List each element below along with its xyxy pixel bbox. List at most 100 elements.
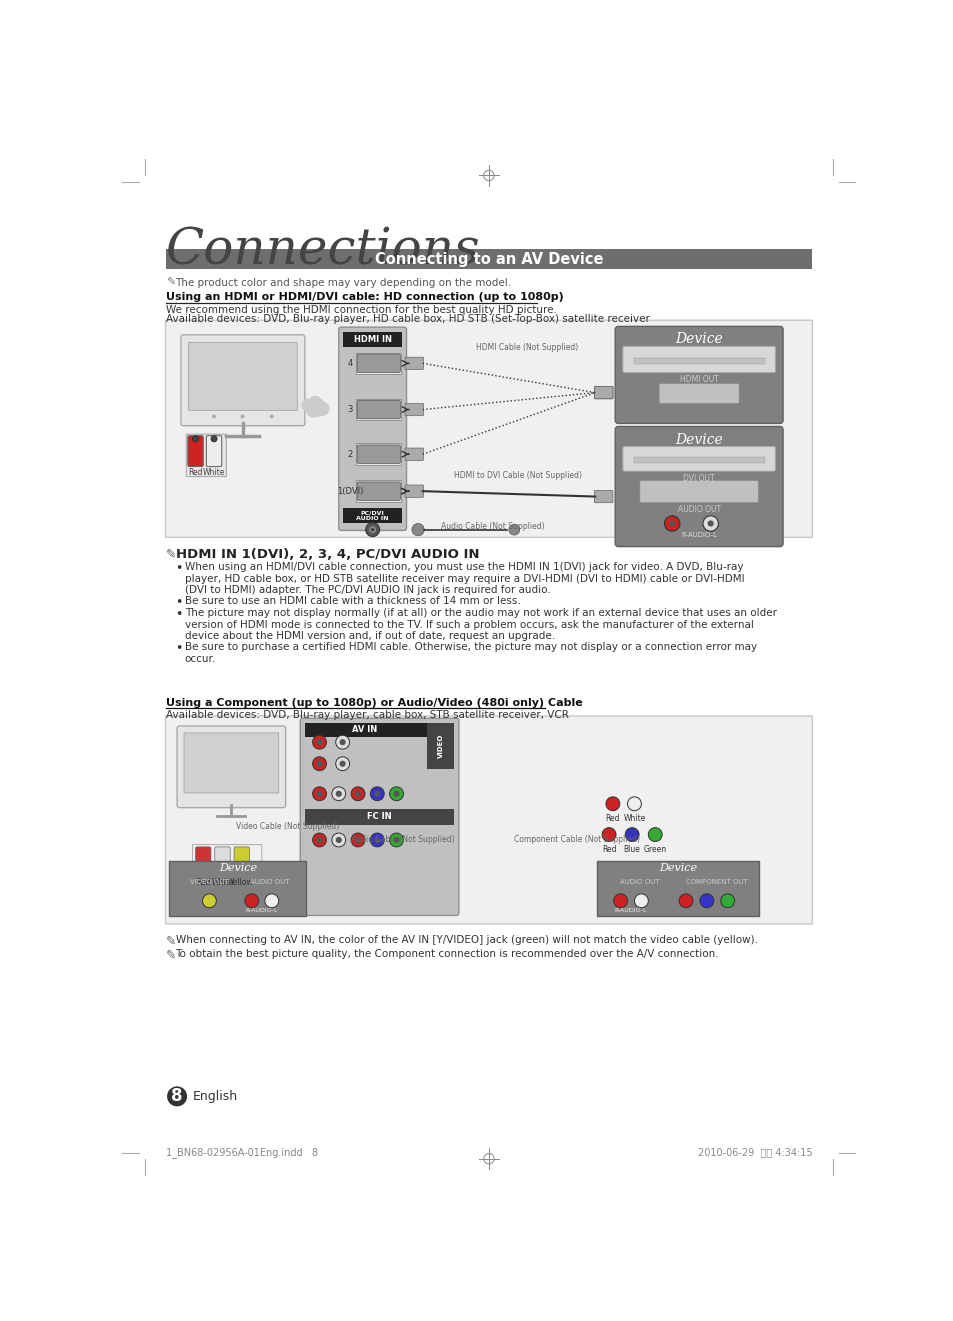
FancyBboxPatch shape <box>189 342 297 411</box>
Circle shape <box>664 515 679 531</box>
Circle shape <box>351 787 365 801</box>
Text: Red: Red <box>188 468 203 477</box>
Text: Blue: Blue <box>623 844 639 853</box>
Circle shape <box>313 787 326 801</box>
Text: HDMI OUT: HDMI OUT <box>679 375 718 384</box>
Text: 3: 3 <box>347 406 353 413</box>
Text: 2010-06-29  오후 4:34:15: 2010-06-29 오후 4:34:15 <box>697 1148 811 1157</box>
Text: Device: Device <box>659 864 697 873</box>
Text: Audio Cable (Not Supplied): Audio Cable (Not Supplied) <box>351 835 455 844</box>
Text: COMPONENT OUT: COMPONENT OUT <box>685 880 747 885</box>
Text: HDMI Cable (Not Supplied): HDMI Cable (Not Supplied) <box>476 343 578 353</box>
FancyBboxPatch shape <box>405 448 423 460</box>
Circle shape <box>265 894 278 908</box>
Circle shape <box>371 528 374 531</box>
Bar <box>597 861 759 917</box>
Circle shape <box>270 415 274 419</box>
FancyBboxPatch shape <box>181 334 305 425</box>
Circle shape <box>335 838 341 843</box>
Circle shape <box>624 828 639 841</box>
FancyBboxPatch shape <box>405 485 423 497</box>
Text: We recommend using the HDMI connection for the best quality HD picture.: We recommend using the HDMI connection f… <box>166 305 556 314</box>
Circle shape <box>389 834 403 847</box>
Text: Device: Device <box>675 333 722 346</box>
Text: When using an HDMI/DVI cable connection, you must use the HDMI IN 1(DVI) jack fo: When using an HDMI/DVI cable connection,… <box>185 561 743 596</box>
Text: AUDIO OUT: AUDIO OUT <box>250 880 289 885</box>
Text: To obtain the best picture quality, the Component connection is recommended over: To obtain the best picture quality, the … <box>175 948 719 959</box>
FancyBboxPatch shape <box>356 354 400 373</box>
Circle shape <box>316 838 322 843</box>
Text: ✎: ✎ <box>166 948 176 962</box>
Circle shape <box>365 523 379 536</box>
Circle shape <box>355 838 361 843</box>
FancyBboxPatch shape <box>214 847 230 876</box>
Bar <box>305 723 454 737</box>
Text: Red: Red <box>601 844 616 853</box>
Text: Device: Device <box>675 432 722 446</box>
Circle shape <box>316 791 322 797</box>
Circle shape <box>339 761 345 766</box>
Bar <box>356 353 400 374</box>
Circle shape <box>370 834 384 847</box>
Circle shape <box>707 520 713 527</box>
Text: DVI OUT: DVI OUT <box>682 473 714 482</box>
Circle shape <box>313 834 326 847</box>
Circle shape <box>613 894 627 908</box>
Bar <box>356 399 400 420</box>
Circle shape <box>668 520 675 527</box>
Circle shape <box>193 436 198 443</box>
Text: White: White <box>212 877 233 886</box>
Text: AV IN: AV IN <box>352 725 376 734</box>
FancyBboxPatch shape <box>188 436 203 466</box>
Bar <box>356 444 400 465</box>
Text: HDMI IN: HDMI IN <box>354 336 392 343</box>
Text: R-AUDIO-L: R-AUDIO-L <box>245 909 277 913</box>
Text: ✎: ✎ <box>166 548 176 561</box>
FancyBboxPatch shape <box>594 387 612 399</box>
FancyBboxPatch shape <box>356 482 400 501</box>
Text: Red: Red <box>605 814 619 823</box>
Bar <box>343 509 401 523</box>
FancyBboxPatch shape <box>177 727 285 807</box>
Text: Using a Component (up to 1080p) or Audio/Video (480i only) Cable: Using a Component (up to 1080p) or Audio… <box>166 697 581 708</box>
Circle shape <box>332 834 345 847</box>
Text: HDMI IN 1(DVI), 2, 3, 4, PC/DVI AUDIO IN: HDMI IN 1(DVI), 2, 3, 4, PC/DVI AUDIO IN <box>175 548 478 561</box>
FancyBboxPatch shape <box>594 387 612 399</box>
Circle shape <box>313 736 326 749</box>
FancyBboxPatch shape <box>405 357 423 370</box>
Text: Audio Cable (Not Supplied): Audio Cable (Not Supplied) <box>440 522 544 531</box>
Circle shape <box>601 828 616 841</box>
Circle shape <box>335 757 349 770</box>
Text: 8: 8 <box>172 1087 183 1106</box>
Circle shape <box>335 736 349 749</box>
FancyBboxPatch shape <box>594 490 612 503</box>
FancyBboxPatch shape <box>622 346 775 373</box>
Circle shape <box>245 894 258 908</box>
Circle shape <box>369 526 375 534</box>
Text: Using an HDMI or HDMI/DVI cable: HD connection (up to 1080p): Using an HDMI or HDMI/DVI cable: HD conn… <box>166 292 562 303</box>
Text: PC/DVI
AUDIO IN: PC/DVI AUDIO IN <box>356 510 389 522</box>
Text: Connecting to an AV Device: Connecting to an AV Device <box>375 252 602 267</box>
Circle shape <box>393 791 399 797</box>
Text: HDMI to DVI Cable (Not Supplied): HDMI to DVI Cable (Not Supplied) <box>454 472 581 480</box>
FancyBboxPatch shape <box>659 383 739 403</box>
FancyBboxPatch shape <box>594 387 612 399</box>
Circle shape <box>412 523 424 536</box>
Text: Connections: Connections <box>166 226 479 276</box>
Text: Be sure to purchase a certified HDMI cable. Otherwise, the picture may not displ: Be sure to purchase a certified HDMI cab… <box>185 642 756 663</box>
Bar <box>633 457 763 462</box>
Text: Device: Device <box>218 864 256 873</box>
Text: 1_BN68-02956A-01Eng.indd   8: 1_BN68-02956A-01Eng.indd 8 <box>166 1147 317 1159</box>
Text: VIDEO OUT: VIDEO OUT <box>190 880 229 885</box>
Circle shape <box>316 761 322 766</box>
Circle shape <box>316 740 322 745</box>
FancyBboxPatch shape <box>639 481 758 503</box>
Circle shape <box>648 828 661 841</box>
Bar <box>343 332 401 347</box>
Text: Video Cable (Not Supplied): Video Cable (Not Supplied) <box>235 822 338 831</box>
Circle shape <box>627 797 640 811</box>
Text: White: White <box>622 814 645 823</box>
Circle shape <box>700 894 713 908</box>
Bar <box>305 810 454 824</box>
Text: •: • <box>175 642 183 655</box>
